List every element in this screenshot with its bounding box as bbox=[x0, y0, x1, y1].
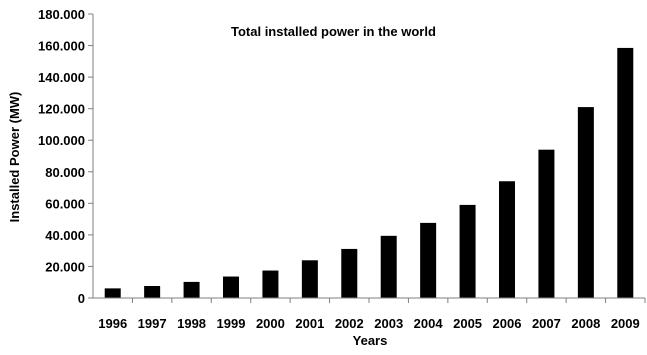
bar bbox=[301, 260, 318, 298]
y-axis-ticks: 0 20.000 40.000 60.000 80.000 100.000 120.000 1… bbox=[38, 7, 93, 306]
x-axis-title: Years bbox=[353, 333, 388, 348]
x-tick-label: 1997 bbox=[138, 316, 167, 331]
bar bbox=[104, 288, 121, 298]
bar bbox=[341, 248, 358, 298]
bar bbox=[538, 149, 555, 298]
x-tick-label: 1998 bbox=[177, 316, 206, 331]
y-tick-label: 120.000 bbox=[38, 102, 85, 117]
y-tick-label: 100.000 bbox=[38, 133, 85, 148]
bar bbox=[183, 281, 200, 298]
y-tick-label: 180.000 bbox=[38, 7, 85, 22]
bars bbox=[104, 47, 634, 298]
x-tick-label: 2008 bbox=[571, 316, 600, 331]
bar bbox=[380, 235, 397, 298]
x-tick-label: 1996 bbox=[98, 316, 127, 331]
bar bbox=[617, 47, 634, 298]
y-tick-label: 60.000 bbox=[45, 196, 85, 211]
bar bbox=[144, 286, 161, 298]
y-tick-label: 20.000 bbox=[45, 259, 85, 274]
x-tick-label: 1999 bbox=[217, 316, 246, 331]
bar bbox=[420, 222, 437, 298]
y-axis-title: Installed Power (MW) bbox=[7, 92, 22, 223]
chart-title: Total installed power in the world bbox=[231, 24, 436, 39]
x-tick-label: 2003 bbox=[374, 316, 403, 331]
y-tick-label: 160.000 bbox=[38, 39, 85, 54]
x-tick-label: 2004 bbox=[414, 316, 444, 331]
x-tick-label: 2001 bbox=[295, 316, 324, 331]
y-tick-label: 80.000 bbox=[45, 165, 85, 180]
bar bbox=[223, 276, 239, 298]
y-tick-label: 140.000 bbox=[38, 70, 85, 85]
y-tick-label: 40.000 bbox=[45, 228, 85, 243]
bar bbox=[577, 107, 594, 298]
x-tick-label: 2000 bbox=[256, 316, 285, 331]
x-tick-label: 2007 bbox=[532, 316, 561, 331]
y-tick-label: 0 bbox=[78, 291, 85, 306]
bar bbox=[262, 270, 279, 298]
bar bbox=[459, 204, 476, 298]
x-tick-label: 2009 bbox=[611, 316, 640, 331]
x-tick-label: 2006 bbox=[493, 316, 522, 331]
x-tick-label: 2005 bbox=[453, 316, 482, 331]
x-tick-label: 2002 bbox=[335, 316, 364, 331]
x-axis-ticks: 1996 1997 1998 1999 2000 2001 2002 2003 2004 2005… bbox=[98, 298, 646, 331]
bar bbox=[499, 181, 515, 298]
